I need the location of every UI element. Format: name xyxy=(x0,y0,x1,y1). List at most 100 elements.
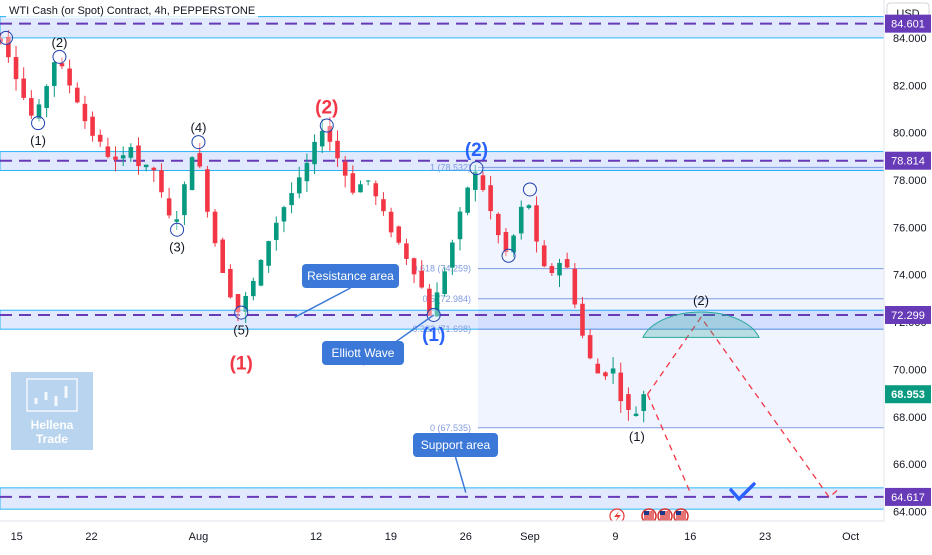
projection-path xyxy=(642,311,841,499)
x-tick-1: 22 xyxy=(85,531,97,543)
level-label-1: 78.814 xyxy=(891,156,925,168)
x-tick-7: 9 xyxy=(612,531,618,543)
fib-label-0: 1 (78.532) xyxy=(430,162,471,172)
candle-7 xyxy=(29,90,34,119)
candle-19 xyxy=(120,146,126,167)
y-tick-10: 64.000 xyxy=(893,507,927,519)
wave-label-9: (1) xyxy=(629,429,645,444)
wave-label-7: (2) xyxy=(465,140,488,161)
candle-24 xyxy=(159,163,164,198)
candle-33 xyxy=(228,264,233,299)
candle-60 xyxy=(434,282,440,317)
candle-20 xyxy=(128,143,134,163)
x-tick-6: Sep xyxy=(520,531,540,543)
candle-62 xyxy=(450,239,455,276)
pivot-marker-1 xyxy=(31,116,46,131)
candle-48 xyxy=(342,155,348,188)
candle-65 xyxy=(473,164,478,202)
level-label-2: 72.299 xyxy=(891,310,925,322)
x-tick-5: 26 xyxy=(460,531,472,543)
fibonacci-retracement: 1 (78.532) 0.618 (74.259) 0.5 (72.984) 0.38… xyxy=(412,162,884,433)
candle-82 xyxy=(603,371,608,380)
candle-61 xyxy=(442,267,447,297)
level-label-0: 84.601 xyxy=(891,19,925,31)
candle-72 xyxy=(526,204,532,210)
candle-10 xyxy=(52,61,57,97)
candle-51 xyxy=(365,180,371,186)
y-tick-9: 66.000 xyxy=(893,459,927,471)
candle-43 xyxy=(304,153,310,193)
pivot-marker-5 xyxy=(234,305,249,320)
x-tick-0: 15 xyxy=(11,531,23,543)
candle-53 xyxy=(381,192,386,216)
current-price-label: 68.953 xyxy=(891,389,925,401)
candle-80 xyxy=(587,329,593,360)
pivot-markers xyxy=(0,30,537,322)
wave-label-3: (3) xyxy=(169,240,185,255)
candle-22 xyxy=(143,164,149,172)
candle-85 xyxy=(626,387,631,421)
price-axis[interactable]: USD84.00082.00080.00078.00076.00074.0007… xyxy=(883,0,932,550)
pivot-marker-6 xyxy=(319,118,334,133)
candle-25 xyxy=(166,187,172,219)
candle-12 xyxy=(67,59,72,94)
candle-17 xyxy=(105,137,111,159)
x-tick-9: 23 xyxy=(759,531,771,543)
candle-77 xyxy=(564,252,570,269)
flag-icon-1[interactable] xyxy=(657,508,673,524)
candle-13 xyxy=(74,82,80,104)
candle-57 xyxy=(411,257,417,284)
candle-78 xyxy=(572,263,578,309)
candle-81 xyxy=(595,358,601,374)
candle-46 xyxy=(327,117,333,152)
candle-86 xyxy=(633,406,639,417)
candle-58 xyxy=(419,260,425,289)
candle-52 xyxy=(373,180,379,206)
wave-labels: (2) (1) (4) (3) (5) (1) (2) (2) (1) (1) (2) xyxy=(30,35,709,444)
callout-2[interactable]: Support area xyxy=(413,433,498,493)
candle-54 xyxy=(388,207,394,238)
candle-6 xyxy=(21,67,26,101)
x-tick-10: Oct xyxy=(842,531,859,543)
candle-21 xyxy=(136,137,141,175)
candle-4 xyxy=(6,30,11,63)
pivot-marker-4 xyxy=(191,135,206,150)
pivot-marker-10 xyxy=(522,182,537,197)
y-tick-5: 74.000 xyxy=(893,270,927,282)
time-axis[interactable]: 15 22 Aug 12 19 26 Sep 9 16 23 Oct xyxy=(0,520,932,550)
wave-label-5: (1) xyxy=(230,353,253,374)
watermark-line1: Hellena xyxy=(31,418,74,432)
candle-79 xyxy=(580,297,585,339)
candle-75 xyxy=(549,263,555,276)
candle-27 xyxy=(182,181,187,225)
wave-label-1: (1) xyxy=(30,133,46,148)
y-tick-7: 70.000 xyxy=(893,364,927,376)
candle-47 xyxy=(335,130,340,167)
candle-73 xyxy=(534,196,539,253)
candle-5 xyxy=(13,45,19,91)
callout-0[interactable]: Resistance area xyxy=(294,264,399,319)
candle-36 xyxy=(251,277,256,301)
y-tick-3: 78.000 xyxy=(893,175,927,187)
fib-area xyxy=(478,167,884,428)
pivot-marker-2 xyxy=(52,49,67,64)
fib-label-1: 0.618 (74.259) xyxy=(412,264,471,274)
wave-label-8: (1) xyxy=(422,325,445,346)
candle-83 xyxy=(610,357,616,384)
callout-1[interactable]: Elliott Wave xyxy=(322,314,435,366)
fib-label-4: 0 (67.535) xyxy=(430,423,471,433)
candle-16 xyxy=(97,129,103,147)
x-tick-3: 12 xyxy=(310,531,322,543)
candle-29 xyxy=(197,143,203,169)
candle-28 xyxy=(189,156,195,191)
projection-line xyxy=(647,316,841,499)
candle-67 xyxy=(488,175,493,220)
candle-70 xyxy=(511,234,516,258)
wave-label-2: (4) xyxy=(191,120,207,135)
candle-14 xyxy=(82,95,88,129)
candle-63 xyxy=(457,207,463,251)
candle-69 xyxy=(503,228,509,257)
wave-label-4: (5) xyxy=(233,323,249,338)
